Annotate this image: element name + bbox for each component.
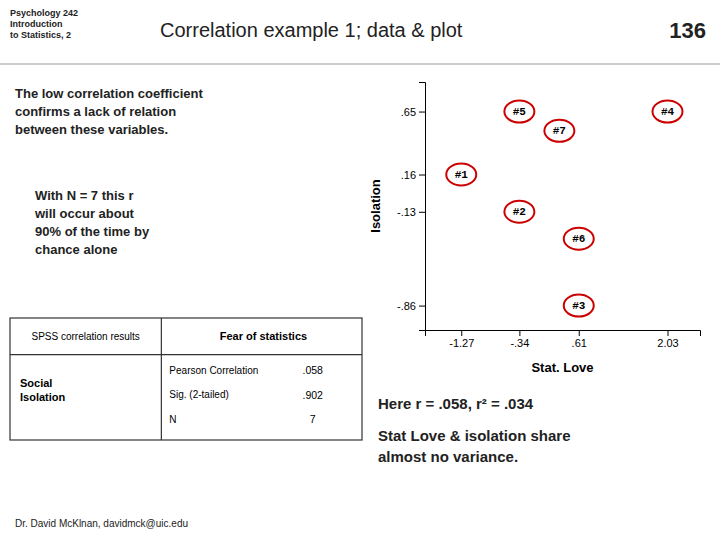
- note-variance-line: almost no variance.: [378, 448, 518, 465]
- header-rule: [0, 64, 720, 65]
- y-tick-label: -.86: [397, 300, 416, 312]
- table-row-value: .902: [303, 389, 324, 401]
- x-axis: -1.27 -.34 .61 2.03: [426, 330, 701, 349]
- x-axis-line: [426, 331, 701, 337]
- point-label: #5: [513, 106, 527, 118]
- table-row-label: Social Isolation: [20, 377, 66, 403]
- note-r: Here r = .058, r² = .034: [378, 395, 534, 412]
- x-tick: .61: [572, 330, 587, 349]
- table-border: [10, 318, 362, 440]
- y-tick-label: .65: [401, 106, 416, 118]
- x-tick-mark: [461, 330, 462, 336]
- table-row-value: .058: [303, 364, 324, 376]
- x-tick-mark: [668, 330, 669, 336]
- y-tick: .16: [401, 169, 425, 181]
- point: [504, 201, 534, 223]
- note-variance-line: Stat Love & isolation share: [378, 427, 571, 444]
- point: [446, 164, 476, 186]
- y-tick-label: -.13: [397, 206, 416, 218]
- note-correlation: The low correlation coefficient confirms …: [15, 86, 203, 137]
- x-axis-title: Stat. Love: [531, 360, 593, 375]
- y-axis-title: Isolation: [368, 179, 383, 233]
- y-tick-mark: [419, 306, 425, 307]
- note-r-line: Here r = .058, r² = .034: [378, 395, 534, 412]
- y-tick-mark: [419, 112, 425, 113]
- y-tick: -.86: [397, 300, 425, 312]
- point-label: #4: [661, 106, 675, 118]
- point-label: #6: [572, 233, 585, 245]
- x-tick-mark: [519, 330, 520, 336]
- note-chance: With N = 7 this r will occur about 90% of …: [34, 188, 150, 257]
- point: [544, 120, 574, 142]
- point: [564, 228, 594, 250]
- table-row-value: 7: [310, 413, 316, 425]
- table-row-label-line: Isolation: [20, 391, 66, 403]
- point-label: #1: [455, 169, 469, 181]
- table-column: Fear of statistics: [220, 330, 307, 342]
- x-tick-label: -1.27: [449, 337, 474, 349]
- note-chance-line: chance alone: [35, 242, 117, 257]
- point: [564, 295, 594, 317]
- course-label: Psychology 242Introductionto Statistics,…: [10, 8, 78, 40]
- table-title: SPSS correlation results: [31, 331, 139, 342]
- y-tick: -.13: [397, 206, 425, 218]
- table-rule: [161, 318, 162, 440]
- course-label-line: to Statistics, 2: [10, 30, 71, 40]
- point-labels: #1 #2 #3 #4 #5 #6 #7: [455, 106, 675, 312]
- y-axis-line: [419, 83, 426, 331]
- point-label: #3: [572, 300, 586, 312]
- y-tick-mark: [419, 212, 425, 213]
- title: Correlation example 1; data & plot: [160, 19, 463, 41]
- table-rule: [10, 354, 362, 355]
- note-chance-line: will occur about: [34, 206, 135, 221]
- y-tick-label: .16: [401, 169, 416, 181]
- x-tick: -.34: [510, 330, 529, 349]
- slide-number-line: 136: [669, 18, 706, 43]
- x-tick: 2.03: [657, 330, 678, 349]
- x-tick-label: 2.03: [657, 337, 678, 349]
- course-label-line: Introduction: [10, 19, 63, 29]
- footer: Dr. David McKlnan, davidmck@uic.edu: [15, 518, 188, 529]
- slide-number: 136: [669, 18, 706, 43]
- point: [653, 101, 683, 123]
- table-row-label-line: Social: [20, 377, 52, 389]
- note-chance-line: 90% of the time by: [35, 224, 150, 239]
- spss-table: SPSS correlation results Fear of statisti…: [10, 318, 362, 440]
- table-row-name: Pearson Correlation: [169, 365, 258, 376]
- table-row-name: Sig. (2-tailed): [169, 389, 228, 400]
- points: [446, 101, 682, 317]
- y-tick: .65: [401, 106, 425, 118]
- point-label: #7: [553, 125, 566, 137]
- table-row-name: N: [169, 414, 176, 425]
- x-tick-mark: [579, 330, 580, 336]
- course-label-line: Psychology 242: [10, 8, 78, 18]
- x-tick-label: .61: [572, 337, 587, 349]
- point: [504, 101, 534, 123]
- x-tick: -1.27: [449, 330, 474, 349]
- y-axis: -.86 -.13 .16 .65: [397, 83, 425, 331]
- note-chance-line: With N = 7 this r: [35, 188, 133, 203]
- note-variance: Stat Love & isolation share almost no var…: [378, 427, 571, 465]
- slide: Psychology 242Introductionto Statistics,…: [0, 0, 720, 540]
- note-correlation-line: The low correlation coefficient: [15, 86, 203, 101]
- x-tick-label: -.34: [510, 337, 529, 349]
- point-label: #2: [513, 206, 526, 218]
- footer-line: Dr. David McKlnan, davidmck@uic.edu: [15, 518, 188, 529]
- note-correlation-line: between these variables.: [15, 122, 168, 137]
- y-tick-mark: [419, 175, 425, 176]
- note-correlation-line: confirms a lack of relation: [15, 104, 176, 119]
